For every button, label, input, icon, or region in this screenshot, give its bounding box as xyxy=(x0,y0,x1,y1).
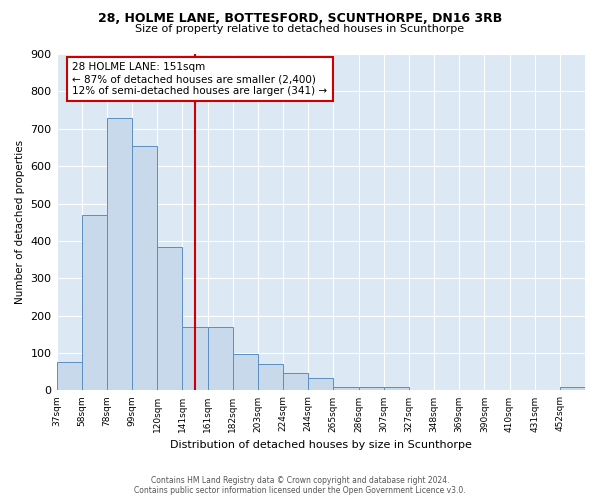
Bar xyxy=(283,373,308,390)
Bar xyxy=(258,364,283,390)
Text: Size of property relative to detached houses in Scunthorpe: Size of property relative to detached ho… xyxy=(136,24,464,34)
Y-axis label: Number of detached properties: Number of detached properties xyxy=(15,140,25,304)
X-axis label: Distribution of detached houses by size in Scunthorpe: Distribution of detached houses by size … xyxy=(170,440,472,450)
Bar xyxy=(334,386,359,390)
Text: 28 HOLME LANE: 151sqm
← 87% of detached houses are smaller (2,400)
12% of semi-d: 28 HOLME LANE: 151sqm ← 87% of detached … xyxy=(73,62,328,96)
Bar xyxy=(157,246,182,390)
Bar xyxy=(107,118,132,390)
Bar xyxy=(560,386,585,390)
Bar xyxy=(359,386,383,390)
Bar xyxy=(208,327,233,390)
Text: 28, HOLME LANE, BOTTESFORD, SCUNTHORPE, DN16 3RB: 28, HOLME LANE, BOTTESFORD, SCUNTHORPE, … xyxy=(98,12,502,26)
Bar xyxy=(233,354,258,391)
Bar xyxy=(308,378,334,390)
Bar xyxy=(56,362,82,390)
Bar xyxy=(383,386,409,390)
Text: Contains HM Land Registry data © Crown copyright and database right 2024.
Contai: Contains HM Land Registry data © Crown c… xyxy=(134,476,466,495)
Bar xyxy=(132,146,157,390)
Bar xyxy=(182,327,208,390)
Bar xyxy=(82,214,107,390)
